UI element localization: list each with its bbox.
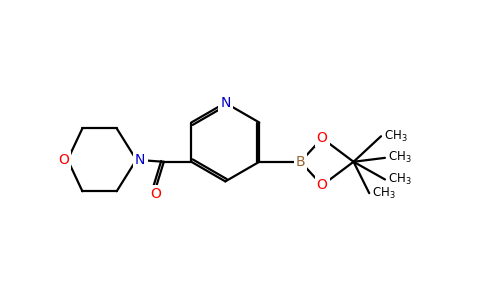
Text: CH$_3$: CH$_3$ [388, 172, 411, 187]
Text: CH$_3$: CH$_3$ [388, 150, 411, 165]
Text: O: O [317, 178, 328, 192]
Text: B: B [296, 155, 305, 169]
Text: O: O [58, 153, 69, 167]
Text: O: O [317, 131, 328, 145]
Text: O: O [151, 187, 162, 201]
Text: N: N [220, 96, 230, 110]
Text: CH$_3$: CH$_3$ [384, 129, 408, 144]
Text: N: N [135, 153, 146, 167]
Text: CH$_3$: CH$_3$ [372, 186, 396, 201]
